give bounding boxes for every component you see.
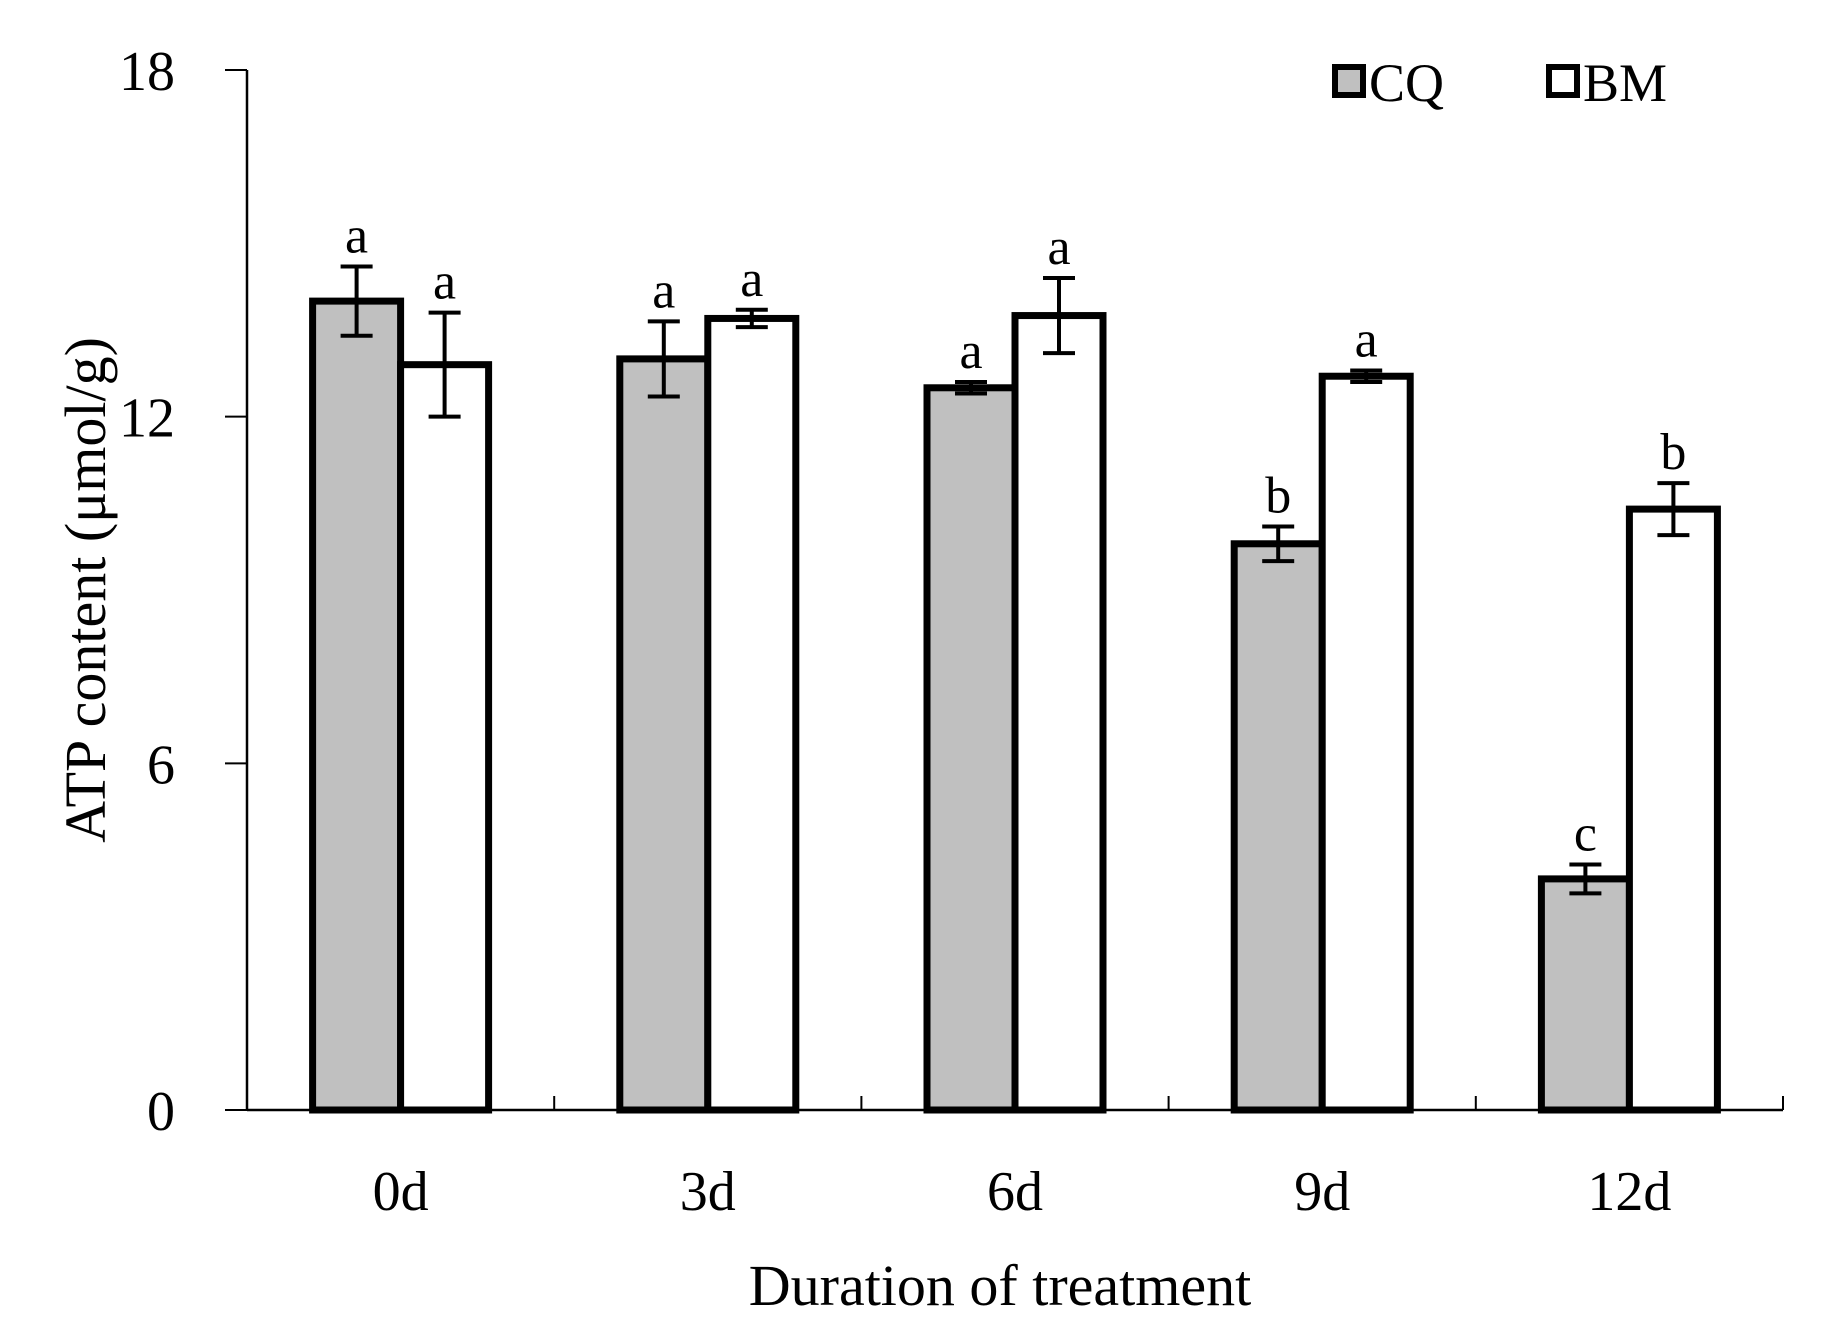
significance-label-cq: a xyxy=(652,262,675,319)
bar-bm xyxy=(1011,312,1107,1114)
y-tick-label: 0 xyxy=(147,1081,175,1143)
x-tick-label: 12d xyxy=(1587,1161,1671,1223)
bar-bm xyxy=(704,314,800,1114)
bar-cq xyxy=(309,297,405,1114)
significance-labels: a a a a a a b a c b xyxy=(345,207,1686,862)
legend-label-bm: BM xyxy=(1583,53,1667,113)
bar-cq xyxy=(1230,540,1326,1114)
y-tick-label: 6 xyxy=(147,734,175,796)
significance-label-cq: a xyxy=(345,207,368,264)
bars xyxy=(309,297,1721,1114)
significance-label-cq: c xyxy=(1574,805,1597,862)
bar-bm xyxy=(397,361,493,1114)
bar-bm xyxy=(1625,505,1721,1114)
legend: CQ BM xyxy=(1332,53,1667,113)
bar-cq xyxy=(923,384,1019,1114)
legend-swatch-cq xyxy=(1332,64,1366,98)
significance-label-bm: a xyxy=(740,251,763,308)
y-ticks: 0 6 12 18 xyxy=(119,41,247,1143)
significance-label-bm: a xyxy=(1047,219,1070,276)
x-tick-label: 6d xyxy=(987,1161,1043,1223)
bar-bm xyxy=(1318,372,1414,1114)
significance-label-bm: a xyxy=(1355,311,1378,368)
significance-label-bm: a xyxy=(433,254,456,311)
bar-cq xyxy=(1537,875,1633,1114)
y-axis-title: ATP content (μmol/g) xyxy=(53,337,118,843)
significance-label-cq: a xyxy=(959,323,982,380)
error-bars xyxy=(340,264,1690,896)
bar-cq xyxy=(616,355,712,1114)
y-tick-label: 18 xyxy=(119,41,175,103)
x-axis-title: Duration of treatment xyxy=(749,1253,1252,1318)
legend-label-cq: CQ xyxy=(1369,53,1444,113)
y-tick-label: 12 xyxy=(119,388,175,450)
significance-label-cq: b xyxy=(1265,467,1291,524)
x-tick-label: 0d xyxy=(373,1161,429,1223)
x-tick-label: 9d xyxy=(1294,1161,1350,1223)
legend-swatch-bm xyxy=(1546,64,1580,98)
significance-label-bm: b xyxy=(1660,424,1686,481)
x-tick-label: 3d xyxy=(680,1161,736,1223)
x-ticks: 0d 3d 6d 9d 12d xyxy=(373,1096,1784,1223)
